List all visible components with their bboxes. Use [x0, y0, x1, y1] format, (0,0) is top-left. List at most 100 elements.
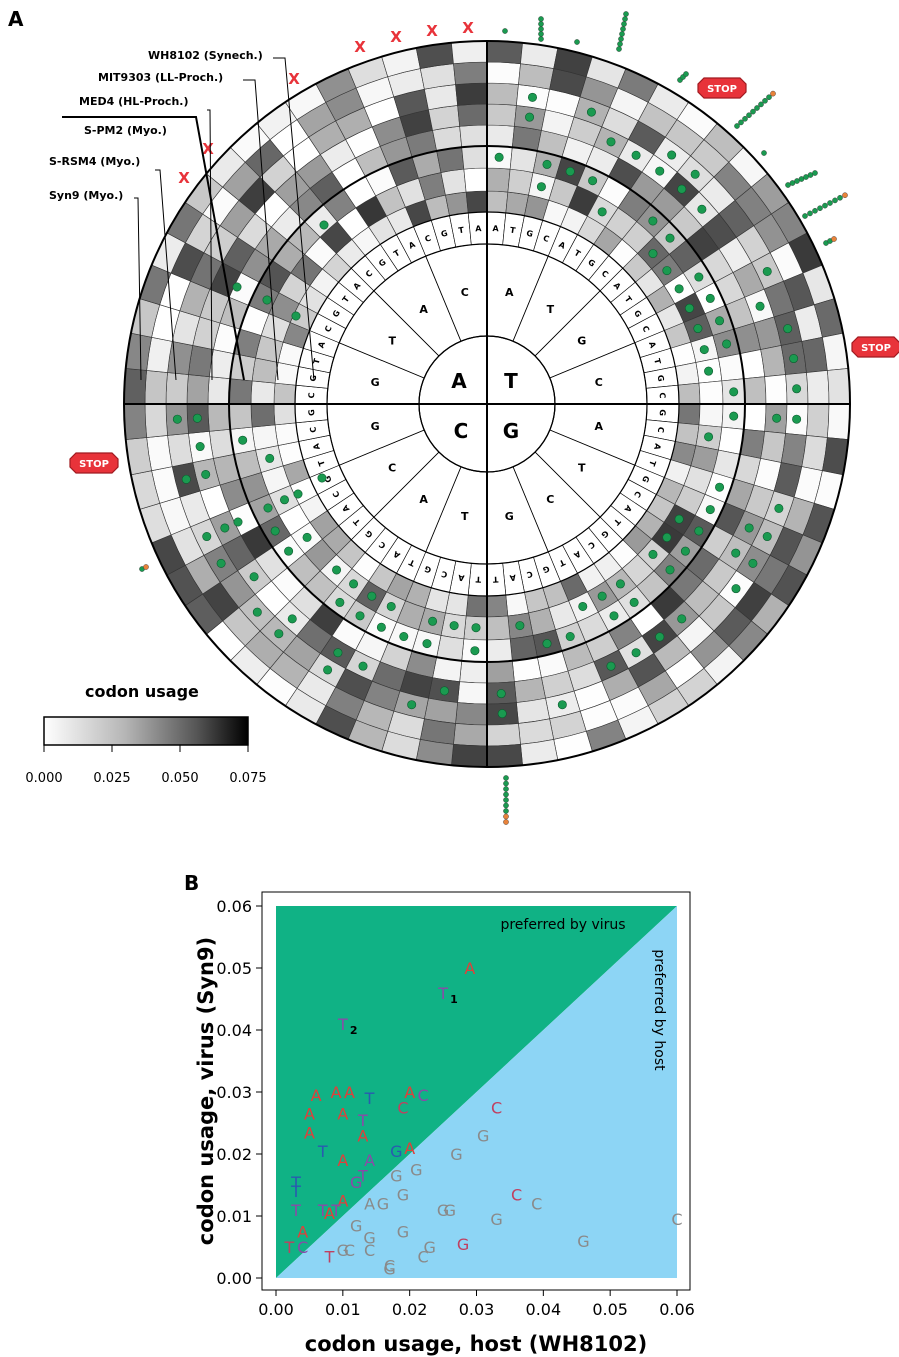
preference-dot [699, 345, 709, 355]
codon-cell [486, 167, 511, 193]
second-base-label: A [595, 420, 604, 433]
outer-chain-dot [503, 802, 509, 809]
third-base-label: C [307, 392, 316, 398]
second-base-label: G [371, 376, 380, 389]
panel-b-letter: B [184, 871, 199, 895]
preference-dot [705, 505, 715, 515]
preference-dot [731, 548, 741, 558]
codon-point-subscript: 1 [450, 993, 458, 1006]
third-base-label: G [377, 257, 388, 268]
codon-point: A [304, 1105, 315, 1124]
y-tick-label: 0.00 [216, 1269, 252, 1288]
third-base-label: G [586, 257, 597, 268]
preference-dot [792, 414, 802, 424]
outer-chain-dot [502, 28, 508, 34]
second-base-label: T [461, 510, 469, 523]
codon-cell [273, 403, 297, 426]
preference-dot [565, 166, 575, 176]
codon-cell [455, 702, 488, 726]
outer-chain-dot [538, 36, 544, 42]
third-base-label: G [658, 409, 667, 416]
codon-cell [123, 403, 147, 440]
codon-cell [165, 372, 189, 405]
codon-cell [250, 403, 276, 428]
first-base-label: G [503, 419, 519, 443]
legend-tick-label: 0.075 [229, 771, 266, 786]
outer-chain-dot [817, 205, 823, 211]
preference-dot [680, 546, 690, 556]
codon-point: G [350, 1216, 362, 1235]
x-tick-label: 0.04 [526, 1300, 562, 1319]
second-base-label: G [577, 335, 586, 348]
preference-dot [527, 92, 537, 102]
codon-cell [806, 403, 830, 438]
third-base-label: G [542, 564, 551, 575]
codon-point: T [437, 984, 448, 1003]
codon-cell [677, 382, 701, 405]
codon-cell [455, 82, 488, 106]
preference-dot [428, 616, 438, 626]
codon-point: T [364, 1089, 375, 1108]
codon-point: G [377, 1195, 389, 1214]
third-base-label: A [557, 240, 567, 251]
outer-chain-dot [807, 210, 813, 217]
x-mark: X [202, 140, 214, 158]
x-tick-label: 0.02 [392, 1300, 428, 1319]
legend-tick-label: 0.000 [25, 771, 62, 786]
third-base-label: A [622, 503, 633, 514]
legend-ticks: 0.000 0.025 0.050 0.075 [25, 745, 267, 786]
codon-cell [743, 376, 767, 405]
codon-point: G [390, 1142, 402, 1161]
codon-point: A [357, 1126, 368, 1145]
third-base-label: T [312, 357, 322, 365]
genome-labels: WH8102 (Synech.) MIT9303 (LL-Proch.) MED… [49, 49, 315, 381]
preference-dot [274, 629, 284, 639]
region-label-virus: preferred by virus [500, 917, 625, 933]
leader-med4 [62, 116, 245, 381]
preference-dot [762, 266, 772, 276]
third-base-label: C [440, 569, 448, 579]
leader-mit9303 [243, 79, 279, 381]
outer-chain-dot [620, 26, 626, 32]
codon-cell [760, 345, 786, 377]
codon-point: A [404, 1139, 415, 1158]
codon-cell [677, 403, 701, 426]
region-label-host: preferred by host [651, 949, 667, 1071]
preference-dot [677, 614, 687, 624]
x-tick-label: 0.01 [325, 1300, 361, 1319]
second-base-label: C [546, 493, 554, 506]
stop-sign-right: STOP [851, 336, 899, 358]
third-base-label: A [652, 443, 662, 452]
preference-dot [748, 558, 758, 568]
codon-point: A [324, 1204, 335, 1223]
outer-chain-dot [619, 31, 625, 37]
outer-chain-dot [683, 71, 689, 77]
third-base-label: C [424, 233, 433, 243]
x-mark: X [354, 38, 366, 56]
codon-cell [251, 424, 279, 451]
stop-sign-label: STOP [79, 459, 109, 470]
codon-cell [123, 368, 147, 405]
codon-point: T [357, 1167, 368, 1186]
codon-cell [186, 374, 210, 405]
stop-sign-label: STOP [861, 343, 891, 354]
third-base-label: A [391, 549, 402, 560]
codon-cell [274, 422, 300, 446]
preference-dot [172, 414, 182, 424]
codon-cell [445, 191, 469, 217]
third-base-label: T [652, 358, 662, 366]
preference-dot [744, 523, 754, 533]
preference-dot [655, 632, 665, 642]
stop-sign-shape [851, 336, 899, 358]
outer-chain-dot [503, 808, 509, 814]
codon-point: A [304, 1123, 315, 1142]
preference-dot [386, 601, 396, 611]
codon-cell [486, 61, 521, 85]
leader-srsm4 [155, 169, 177, 381]
outer-chain-dot [812, 170, 818, 176]
preference-dot [536, 182, 546, 192]
codon-cell [486, 82, 519, 106]
preference-dot [715, 482, 725, 492]
third-base-label: A [457, 573, 465, 583]
